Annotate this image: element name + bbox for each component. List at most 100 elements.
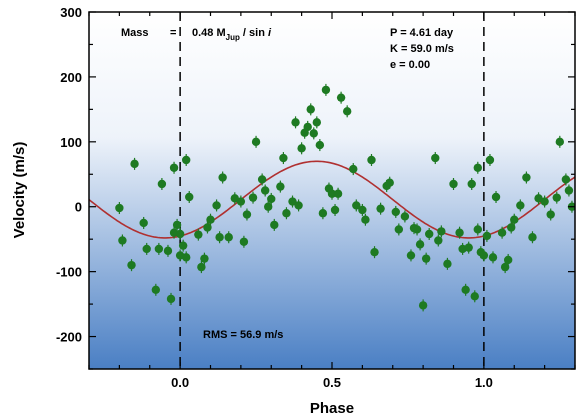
y-tick-label: -200	[56, 330, 82, 345]
data-point	[455, 228, 464, 237]
data-point	[358, 205, 367, 215]
mass-sin-i: i	[268, 27, 272, 39]
data-point	[267, 194, 276, 204]
data-point	[510, 215, 519, 224]
mass-annotation: 0.48 MJup / sin i	[192, 27, 272, 42]
x-tick-labels: 0.0 0.5 1.0	[171, 375, 493, 390]
data-point	[461, 285, 470, 295]
data-point	[516, 201, 525, 210]
data-point	[497, 228, 507, 237]
data-point	[321, 85, 331, 95]
data-point	[394, 225, 404, 234]
data-point	[376, 204, 385, 213]
data-point	[178, 241, 188, 250]
data-point	[115, 203, 124, 213]
data-point	[315, 140, 325, 150]
data-point	[291, 118, 300, 127]
data-point	[507, 223, 516, 232]
data-point	[467, 179, 476, 189]
data-point	[163, 246, 173, 256]
data-point	[406, 251, 416, 260]
data-point	[470, 292, 479, 301]
data-point	[540, 197, 549, 206]
data-point	[279, 153, 288, 163]
mass-tail: / sin	[240, 27, 268, 39]
data-point	[400, 212, 410, 221]
data-point	[385, 178, 394, 187]
data-point	[294, 201, 303, 210]
data-point	[127, 260, 136, 270]
data-point	[218, 173, 227, 182]
mass-equals: =	[170, 27, 176, 39]
y-tick-label: 100	[60, 135, 82, 150]
data-point	[224, 233, 233, 242]
eccentricity-annotation: e = 0.00	[390, 59, 430, 71]
data-point	[485, 155, 495, 165]
x-tick-label: 0.0	[171, 375, 189, 390]
data-point	[564, 186, 574, 195]
x-tick-label: 0.5	[323, 375, 341, 390]
mass-label: Mass	[121, 27, 149, 39]
data-point	[297, 144, 306, 153]
data-point	[330, 205, 340, 215]
data-point	[288, 197, 297, 206]
data-point	[139, 218, 148, 228]
data-point	[431, 153, 440, 163]
data-point	[242, 210, 252, 219]
data-point	[172, 220, 182, 230]
data-point	[312, 118, 322, 127]
data-point	[482, 231, 492, 241]
y-axis-title: Velocity (m/s)	[11, 142, 28, 239]
data-point	[473, 225, 482, 234]
data-point	[561, 175, 571, 184]
data-point	[251, 137, 261, 147]
data-point	[437, 227, 446, 236]
data-point	[154, 244, 164, 254]
data-point	[352, 201, 361, 210]
data-point	[260, 186, 270, 195]
mass-value: 0.48 M	[192, 27, 226, 39]
y-tick-label: 200	[60, 70, 82, 85]
data-point	[130, 159, 139, 169]
data-point	[503, 255, 513, 265]
data-point	[333, 189, 343, 198]
data-point	[175, 229, 185, 239]
data-point	[552, 193, 561, 202]
data-point	[367, 155, 376, 165]
data-point	[257, 175, 267, 184]
x-tick-label: 1.0	[475, 375, 493, 390]
y-tick-labels: 300 200 100 0 -100 -200	[56, 5, 82, 345]
data-points-layer	[115, 83, 575, 312]
data-point	[215, 233, 224, 242]
y-tick-label: -100	[56, 265, 82, 280]
data-point	[500, 262, 510, 272]
mass-subscript: Jup	[226, 33, 240, 42]
data-point	[464, 243, 473, 252]
data-point	[473, 163, 482, 172]
data-point	[415, 240, 425, 249]
data-point	[182, 253, 191, 262]
data-point	[336, 93, 346, 102]
data-point	[479, 251, 489, 260]
model-curve	[89, 160, 575, 239]
data-point	[270, 220, 279, 230]
data-point	[491, 192, 501, 202]
data-point	[327, 189, 337, 198]
data-point	[361, 215, 370, 224]
axis-ticks	[88, 11, 576, 370]
data-point	[166, 294, 176, 304]
rms-annotation: RMS = 56.9 m/s	[203, 329, 283, 341]
data-point	[412, 225, 422, 234]
data-point	[318, 209, 328, 218]
data-point	[488, 253, 498, 262]
data-point	[197, 262, 206, 272]
data-point	[443, 259, 452, 269]
data-point	[157, 179, 167, 189]
data-point	[212, 201, 221, 210]
data-point	[309, 129, 318, 138]
data-point	[185, 192, 194, 202]
data-point	[555, 137, 565, 147]
data-point	[264, 202, 273, 211]
data-point	[169, 163, 179, 172]
period-annotation: P = 4.61 day	[390, 27, 454, 39]
